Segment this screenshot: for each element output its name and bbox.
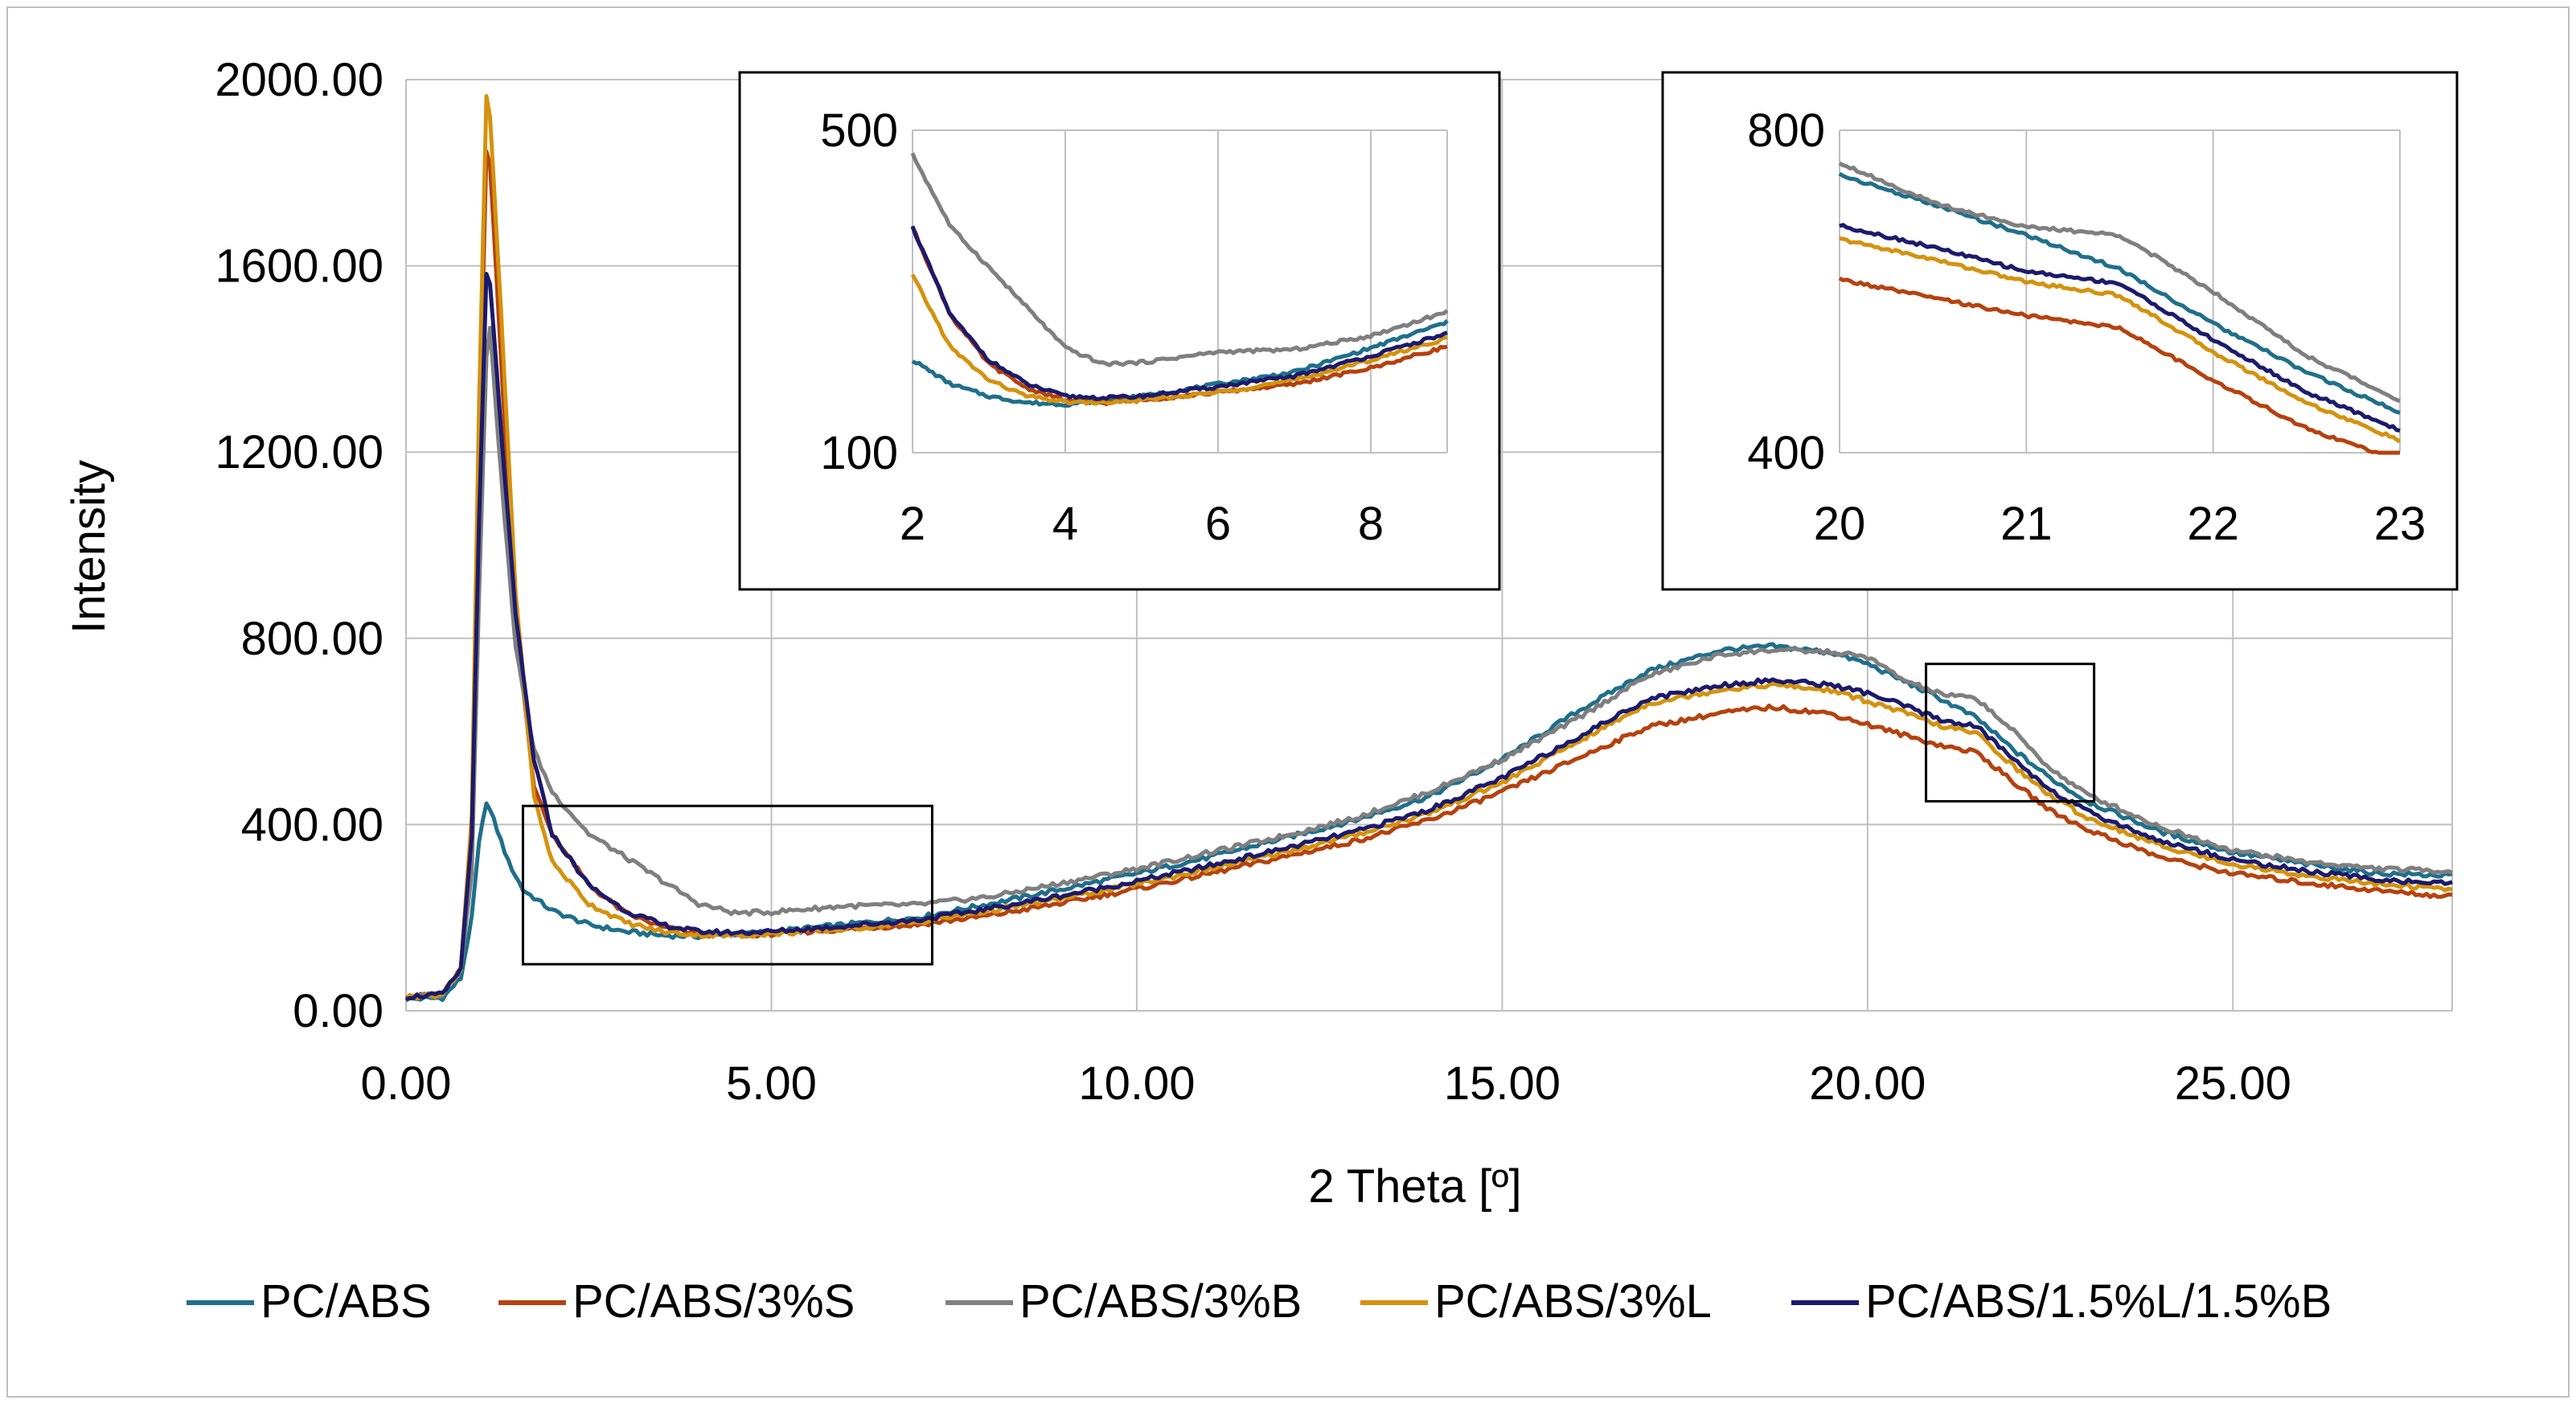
inset-x-tick-label: 6 [1205, 498, 1231, 550]
inset-series-line [1838, 161, 2401, 404]
inset-x-tick-label: 20 [1814, 498, 1866, 550]
inset-y-tick-label: 100 [820, 427, 898, 479]
x-axis-title: 2 Theta [º] [1308, 1160, 1521, 1213]
inset-y-tick-label: 400 [1747, 427, 1825, 479]
inset-series-line [910, 152, 1449, 367]
legend-label: PC/ABS [260, 1275, 432, 1328]
series-line [404, 94, 2453, 1000]
x-tick-label: 15.00 [1444, 1057, 1561, 1110]
inset-series-line [910, 273, 1448, 406]
inset-low-angle: 100 500 2 4 6 8 [738, 71, 1501, 591]
inset-series-line [1838, 171, 2401, 415]
legend-label: PC/ABS/3%S [572, 1275, 855, 1328]
inset-x-tick-label: 2 [900, 498, 925, 550]
legend-label: PC/ABS/3%L [1434, 1275, 1712, 1328]
y-tick-label: 400.00 [241, 798, 384, 851]
zoom-region-boxes [521, 663, 2096, 966]
inset-series-line [1839, 236, 2402, 444]
chart-frame [6, 6, 2570, 1398]
x-tick-label: 25.00 [2175, 1057, 2291, 1110]
y-tick-label: 1600.00 [215, 240, 384, 293]
y-tick-label: 1200.00 [215, 426, 384, 478]
main-plot-lines [404, 94, 2453, 1003]
y-tick-label: 800.00 [241, 613, 384, 665]
legend-label: PC/ABS/1.5%L/1.5%B [1865, 1275, 2332, 1328]
inset-box [738, 71, 1501, 591]
y-axis-title: Intensity [63, 460, 115, 634]
y-tick-label: 0.00 [293, 985, 384, 1037]
x-tick-label: 0.00 [361, 1057, 452, 1110]
inset-x-tick-label: 4 [1052, 498, 1078, 550]
series-line [405, 326, 2453, 1000]
inset-x-tick-label: 8 [1358, 498, 1384, 550]
x-tick-label: 10.00 [1078, 1057, 1195, 1110]
inset-y-tick-label: 800 [1747, 105, 1825, 157]
inset-series-line [910, 225, 1448, 401]
x-tick-label: 20.00 [1809, 1057, 1926, 1110]
y-tick-label: 2000.00 [215, 54, 384, 106]
inset-x-tick-label: 21 [2000, 498, 2053, 550]
x-tick-label: 5.00 [726, 1057, 817, 1110]
inset-box [1661, 71, 2459, 591]
inset-y-tick-label: 500 [820, 105, 898, 157]
inset-series-line [1839, 223, 2401, 433]
zoom-region-box [521, 804, 933, 966]
inset-x-tick-label: 23 [2374, 498, 2426, 550]
series-line [405, 272, 2453, 1001]
legend-label: PC/ABS/3%B [1019, 1275, 1302, 1328]
legend: PC/ABS PC/ABS/3%S PC/ABS/3%B PC/ABS/3%L PC/A… [187, 1275, 2332, 1328]
inset-mid-angle: 400 800 20 21 22 23 [1661, 71, 2459, 591]
zoom-region-box [1925, 663, 2096, 803]
inset-x-tick-label: 22 [2187, 498, 2239, 550]
main-tick-labels: 0.00 400.00 800.00 1200.00 1600.00 2000.00 0.0… [215, 54, 2291, 1110]
inset-series-line [1838, 276, 2400, 455]
